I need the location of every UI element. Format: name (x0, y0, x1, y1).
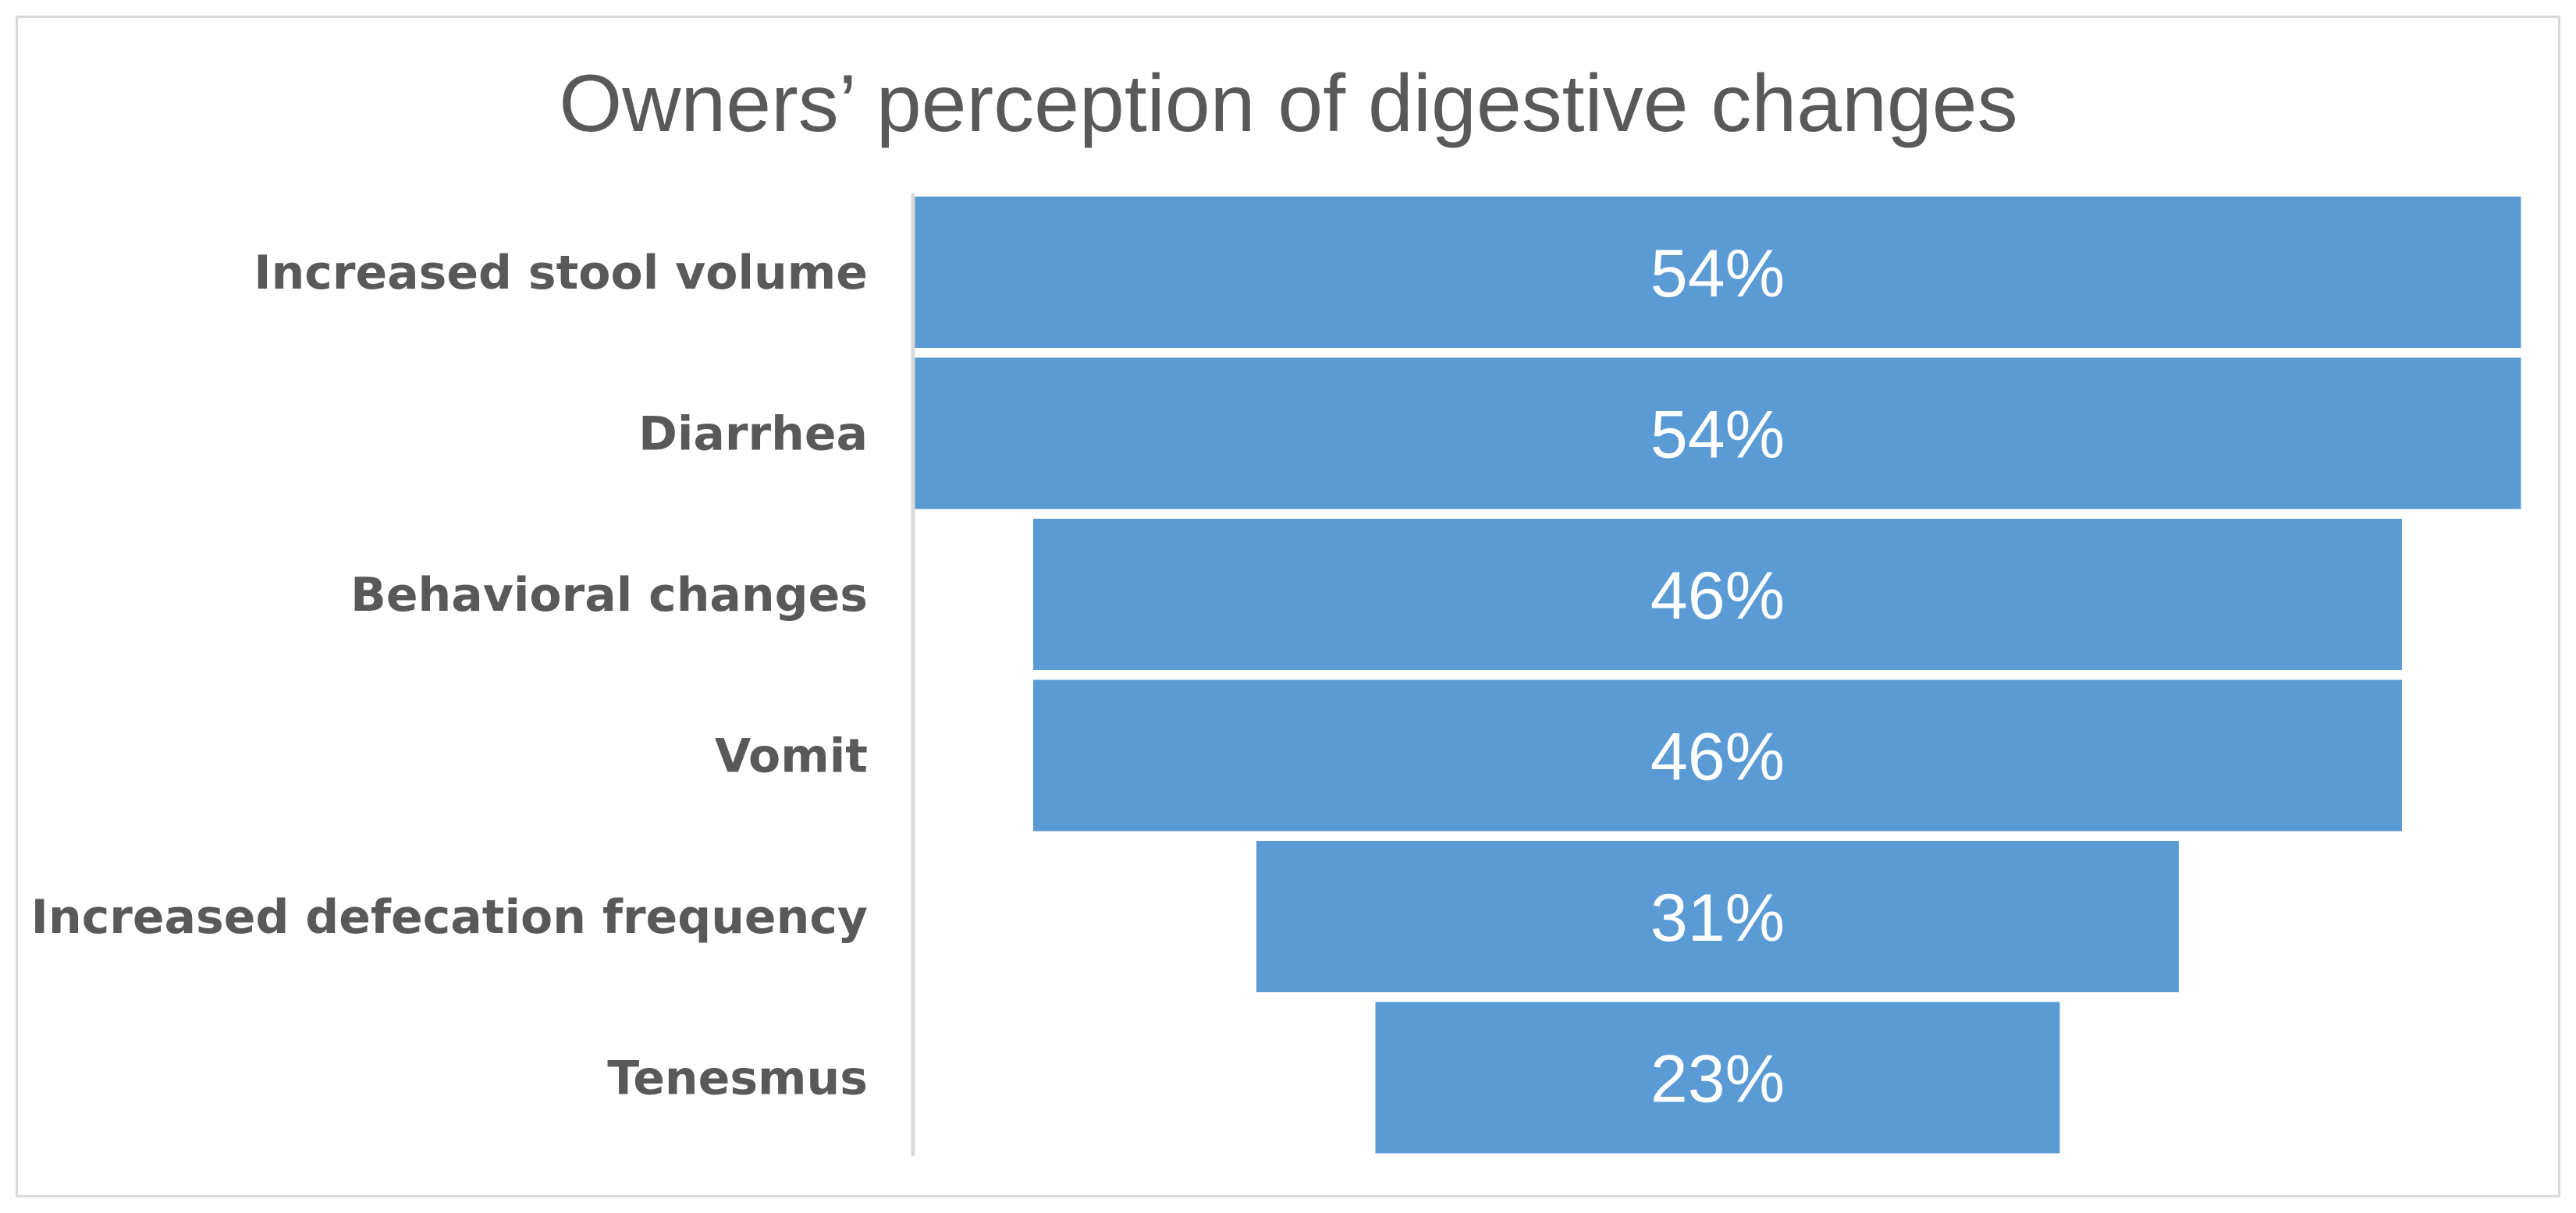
funnel-bar (914, 357, 2521, 509)
funnel-bar (1256, 841, 2179, 992)
funnel-bar (1375, 1002, 2060, 1154)
funnel-bar (1033, 679, 2402, 832)
data-label: 54% (1650, 236, 1785, 311)
data-label: 31% (1650, 881, 1785, 956)
chart-title: Owners’ perception of digestive changes (559, 59, 2017, 149)
bars-layer: 54% Increased stool volume 54% Diarrhea 46% B… (31, 197, 2521, 1154)
data-label: 46% (1650, 720, 1785, 795)
category-label: Increased defecation frequency (31, 890, 868, 945)
funnel-bar (1033, 519, 2402, 670)
category-label: Diarrhea (638, 407, 868, 462)
data-label: 46% (1650, 559, 1785, 633)
funnel-bar (914, 197, 2521, 348)
category-label: Tenesmus (607, 1052, 868, 1106)
category-label: Behavioral changes (350, 568, 868, 622)
category-label: Increased stool volume (254, 246, 868, 300)
data-label: 23% (1650, 1042, 1785, 1117)
category-label: Vomit (715, 729, 868, 784)
data-label: 54% (1650, 398, 1785, 473)
